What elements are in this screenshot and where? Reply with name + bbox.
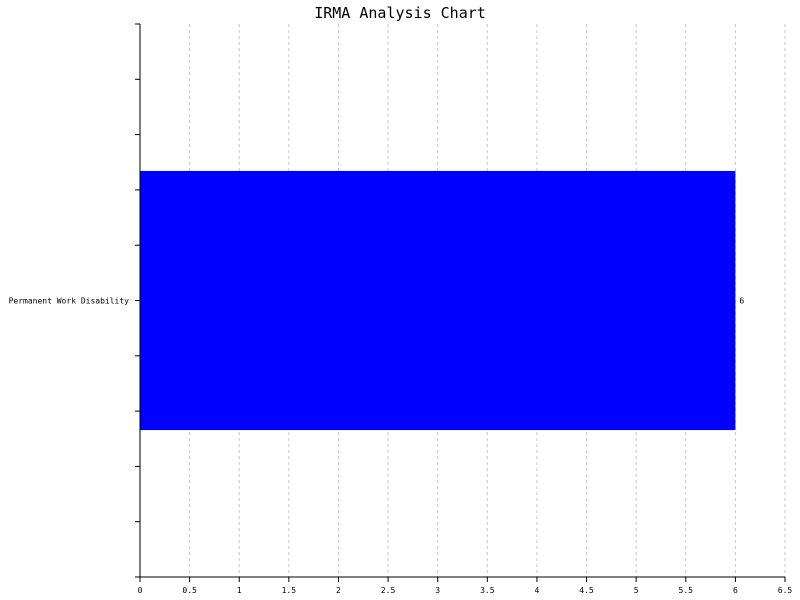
x-tick-label: 3.5 [480, 586, 495, 595]
data-label: 6 [739, 297, 744, 306]
chart-title: IRMA Analysis Chart [314, 4, 486, 22]
x-tick-label: 0 [138, 586, 143, 595]
x-tick-label: 1 [237, 586, 242, 595]
x-tick-label: 6.5 [778, 586, 793, 595]
x-tick-label: 2.5 [381, 586, 396, 595]
x-tick-label: 0.5 [182, 586, 197, 595]
x-tick-label: 6 [733, 586, 738, 595]
bar [140, 170, 736, 431]
x-tick-label: 3 [435, 586, 440, 595]
bars [140, 170, 736, 431]
axes [135, 23, 786, 582]
category-label: Permanent Work Disability [9, 297, 130, 306]
x-tick-label: 1.5 [282, 586, 297, 595]
x-tick-label: 5.5 [679, 586, 694, 595]
x-tick-label: 4.5 [579, 586, 594, 595]
x-tick-label: 2 [336, 586, 341, 595]
x-tick-label: 4 [535, 586, 540, 595]
x-tick-label: 5 [634, 586, 639, 595]
labels: 0 0.5 1 1.5 2 2.5 3 3.5 4 4.5 5 5.5 6 6.5 Permanent Wo… [9, 297, 793, 596]
